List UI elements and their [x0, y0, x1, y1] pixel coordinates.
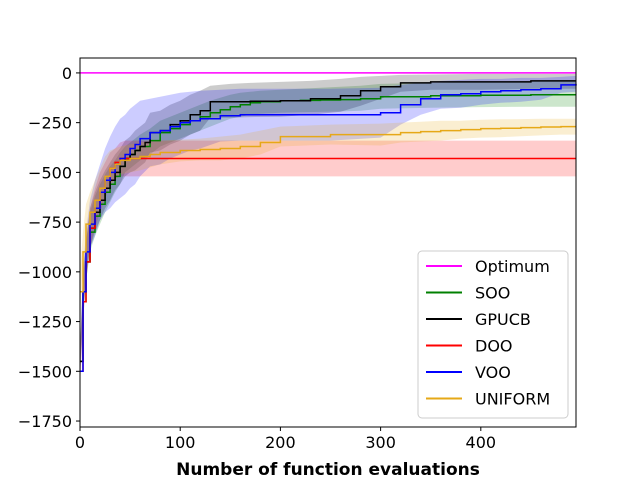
- legend-label-optimum: Optimum: [475, 257, 550, 276]
- y-tick-label: −1000: [18, 263, 72, 282]
- legend-label-gpucb: GPUCB: [475, 310, 531, 329]
- legend-label-uniform: UNIFORM: [475, 390, 550, 409]
- y-tick-label: −1250: [18, 313, 72, 332]
- legend-label-doo: DOO: [475, 337, 513, 356]
- x-tick-label: 0: [75, 433, 85, 452]
- y-tick-label: −1500: [18, 362, 72, 381]
- series-lines: [80, 72, 577, 373]
- legend: Optimum SOO GPUCB DOO VOO UNIFORM: [417, 250, 569, 419]
- legend-label-voo: VOO: [475, 363, 511, 382]
- line-voo: [80, 83, 577, 373]
- y-tick-label: −750: [28, 213, 72, 232]
- x-tick-label: 400: [466, 433, 497, 452]
- legend-label-soo: SOO: [475, 284, 510, 303]
- x-axis-ticks: 0 100 200 300 400: [75, 427, 496, 452]
- band-voo: [80, 75, 576, 388]
- y-axis-ticks: 0 −250 −500 −750 −1000 −1250 −1500 −1750: [18, 64, 80, 431]
- x-tick-label: 200: [265, 433, 296, 452]
- confidence-bands: [80, 73, 576, 388]
- x-tick-label: 100: [165, 433, 196, 452]
- band-doo: [80, 140, 576, 388]
- y-tick-label: 0: [62, 64, 72, 83]
- y-tick-label: −500: [28, 163, 72, 182]
- plot-frame: [79, 57, 577, 428]
- x-tick-label: 300: [365, 433, 396, 452]
- y-tick-label: −1750: [18, 412, 72, 431]
- x-axis-label: Number of function evaluations: [176, 460, 480, 480]
- line-uniform: [80, 125, 576, 293]
- y-tick-label: −250: [28, 114, 72, 133]
